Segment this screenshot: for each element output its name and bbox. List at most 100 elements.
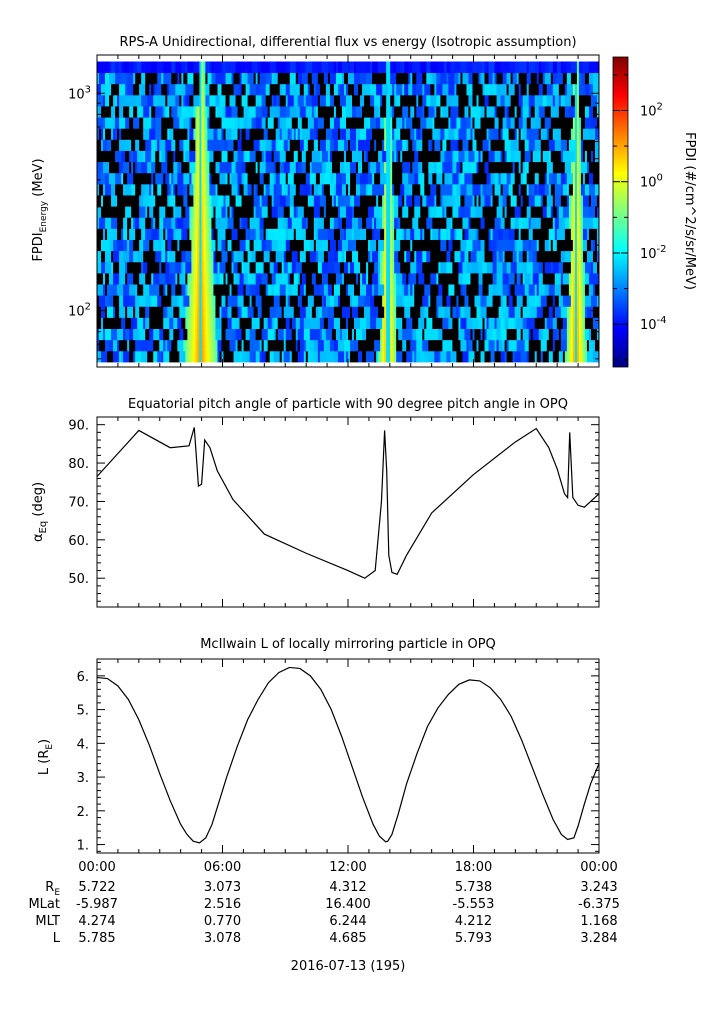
spectrogram-cell xyxy=(209,117,216,129)
spectrogram-cell xyxy=(398,150,401,163)
spectrogram-cell xyxy=(311,72,319,85)
spectrogram-cell xyxy=(155,128,162,140)
spectrogram-cell xyxy=(129,150,132,163)
spectrogram-cell xyxy=(209,150,214,163)
spectrogram-cell xyxy=(558,94,562,107)
spectrogram-cell xyxy=(175,284,182,296)
spectrogram-cell xyxy=(197,317,200,329)
spectrogram-cell xyxy=(524,161,528,174)
spectrogram-cell xyxy=(582,217,590,229)
spectrogram-cell xyxy=(506,83,510,96)
spectrogram-cell xyxy=(295,72,299,85)
spectrogram-cell xyxy=(444,61,447,74)
spectrogram-cell xyxy=(452,161,457,174)
ephemeris-row-label-base: MLT xyxy=(35,914,60,929)
spectrogram-cell xyxy=(329,239,337,252)
spectrogram-cell xyxy=(343,339,351,352)
spectrogram-cell xyxy=(490,228,493,240)
spectrogram-cell xyxy=(502,150,506,163)
spectrogram-cell xyxy=(546,339,554,352)
spectrogram-cell xyxy=(396,284,399,296)
spectrogram-cell xyxy=(209,284,212,296)
spectrogram-cell xyxy=(546,172,550,185)
spectrogram-cell xyxy=(295,183,301,196)
spectrogram-cell xyxy=(524,284,530,296)
spectrogram-cell xyxy=(287,284,293,296)
spectrogram-cell xyxy=(526,295,530,307)
spectrogram-cell xyxy=(530,306,538,318)
spectrogram-cell xyxy=(504,217,508,229)
spectrogram-cell xyxy=(464,272,469,285)
spectrogram-cell xyxy=(99,295,106,307)
spectrogram-cell xyxy=(221,250,228,263)
spectrogram-cell xyxy=(339,117,347,129)
spectrogram-cell xyxy=(356,139,359,151)
spectrogram-cell xyxy=(486,128,489,140)
spectrogram-cell xyxy=(333,195,337,207)
spectrogram-cell xyxy=(301,150,307,163)
spectrogram-cell xyxy=(165,228,168,240)
spectrogram-cell xyxy=(550,150,556,163)
spectrogram-cell xyxy=(281,128,289,140)
spectrogram-cell xyxy=(339,106,343,118)
mcilwain-l-ytick-label: 5. xyxy=(77,704,89,719)
spectrogram-cell xyxy=(167,228,174,240)
spectrogram-cell xyxy=(251,217,259,229)
spectrogram-cell xyxy=(484,250,489,263)
spectrogram-cell xyxy=(398,172,403,185)
spectrogram-cell xyxy=(588,339,594,352)
spectrogram-cell xyxy=(454,150,459,163)
spectrogram-cell xyxy=(392,195,395,207)
spectrogram-cell xyxy=(117,228,122,240)
spectrogram-cell xyxy=(289,239,295,252)
spectrogram-cell xyxy=(175,217,178,229)
spectrogram-cell xyxy=(522,250,528,263)
spectrogram-cell xyxy=(281,150,287,163)
spectrogram-cell xyxy=(123,239,128,252)
spectrogram-cell xyxy=(323,206,327,218)
spectrogram-cell xyxy=(420,306,425,318)
spectrogram-cell xyxy=(149,306,154,318)
spectrogram-cell xyxy=(362,272,367,285)
spectrogram-cell xyxy=(494,295,501,307)
spectrogram-cell xyxy=(203,250,206,263)
spectrogram-cell xyxy=(504,250,510,263)
spectrogram-cell xyxy=(193,250,196,263)
spectrogram-cell xyxy=(213,261,218,274)
spectrogram-cell xyxy=(390,206,393,218)
spectrogram-cell xyxy=(255,328,263,341)
spectrogram-cell xyxy=(472,83,477,96)
spectrogram-cell xyxy=(446,61,451,74)
spectrogram-cell xyxy=(478,228,481,240)
spectrogram-cell xyxy=(279,83,283,96)
spectrogram-cell xyxy=(179,295,182,307)
spectrogram-cell xyxy=(442,206,445,218)
spectrogram-cell xyxy=(165,83,168,96)
spectrogram-cell xyxy=(333,61,337,74)
spectrogram-cell xyxy=(309,161,313,174)
spectrogram-cell xyxy=(145,139,152,151)
spectrogram-cell xyxy=(205,339,208,352)
spectrogram-cell xyxy=(514,161,520,174)
spectrogram-cell xyxy=(374,228,381,240)
spectrogram-cell xyxy=(592,250,598,263)
spectrogram-cell xyxy=(406,339,411,352)
spectrogram-cell xyxy=(474,272,479,285)
spectrogram-cell xyxy=(201,228,204,240)
spectrogram-cell xyxy=(151,83,154,96)
spectrogram-cell xyxy=(227,306,232,318)
spectrogram-cell xyxy=(319,94,327,107)
spectrogram-cell xyxy=(414,117,421,129)
spectrogram-cell xyxy=(193,172,196,185)
spectrogram-cell xyxy=(193,183,196,196)
spectrogram-cell xyxy=(420,228,423,240)
spectrogram-cell xyxy=(452,150,455,163)
spectrogram-cell xyxy=(364,295,371,307)
spectrogram-cell xyxy=(311,161,317,174)
spectrogram-cell xyxy=(199,72,202,85)
spectrogram-cell xyxy=(524,228,530,240)
spectrogram-cell xyxy=(390,117,393,129)
spectrogram-cell xyxy=(191,150,196,163)
spectrogram-cell xyxy=(560,339,568,352)
spectrogram-cell xyxy=(283,339,287,352)
